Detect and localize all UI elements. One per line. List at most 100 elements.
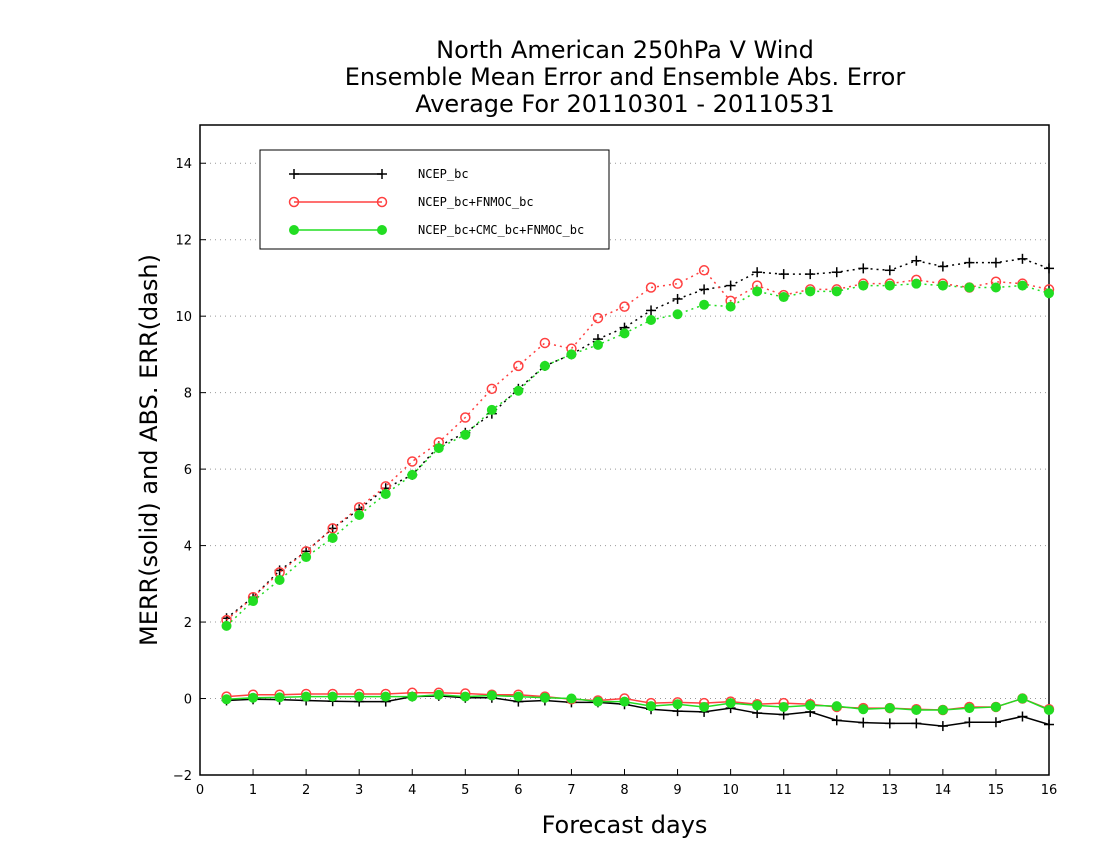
series-2-abs-err-point-12: [539, 360, 550, 371]
series-2-mean-err-point-23: [831, 701, 842, 712]
series-2-abs-err-point-13: [566, 349, 577, 360]
y-tick-label-2: 2: [184, 616, 192, 631]
series-1-abs-err-point-4: [327, 523, 338, 534]
series-2-abs-err-point-22: [805, 286, 816, 297]
series-2-abs-err-point-28: [964, 282, 975, 293]
legend-marker-left-2: [289, 225, 299, 235]
series-2-mean-err-point-4: [327, 691, 338, 702]
series-2-abs-err-point-10: [486, 404, 497, 415]
series-0-abs-err-point-26: [911, 255, 922, 266]
series-0-abs-err-point-21: [778, 269, 789, 280]
series-0: [221, 253, 1054, 732]
chart-title-line-3: Average For 20110301 - 20110531: [415, 90, 835, 118]
x-tick-label-6: 6: [514, 783, 522, 798]
series-2-mean-err-point-8: [433, 689, 444, 700]
legend-marker-left-0: [289, 169, 299, 179]
series-2-mean-err-point-12: [539, 692, 550, 703]
x-tick-label-11: 11: [775, 783, 792, 798]
x-tick-label-12: 12: [828, 783, 845, 798]
series-2-mean-err-point-25: [884, 703, 895, 714]
series-1-abs-err-point-16: [645, 282, 657, 293]
series-0-mean-err-point-31: [1044, 719, 1054, 730]
series-0-abs-err-point-23: [831, 267, 842, 278]
x-tick-label-5: 5: [461, 783, 469, 798]
x-tick-label-15: 15: [988, 783, 1005, 798]
series-1-abs-err-point-7: [407, 456, 418, 467]
series-2-mean-err-point-1: [248, 692, 259, 703]
series-2-mean-err-point-0: [221, 694, 232, 705]
y-tick-label-1: 0: [184, 693, 192, 708]
series-2-abs-err-point-20: [752, 286, 763, 297]
series-2-mean-err-point-27: [937, 705, 948, 715]
series-2-mean-err-point-7: [407, 691, 418, 702]
series-0-mean-err-point-25: [884, 718, 895, 729]
series-0-abs-err-point-20: [752, 267, 763, 278]
series-2-abs-err-point-15: [619, 328, 630, 339]
series-0-mean-err-point-30: [1017, 711, 1028, 722]
series-2-mean-err-point-18: [699, 701, 710, 712]
series-2-mean-err-point-31: [1044, 705, 1054, 715]
x-axis-label: Forecast days: [542, 811, 708, 839]
x-tick-label-0: 0: [196, 783, 204, 798]
y-tick-label-5: 8: [184, 387, 192, 402]
y-tick-label-4: 6: [184, 463, 192, 478]
x-tick-label-10: 10: [722, 783, 739, 798]
legend-marker-left-1: [288, 196, 300, 208]
series-1-abs-err-point-10: [486, 383, 498, 395]
series-2-mean-err-point-11: [513, 691, 524, 702]
series-0-abs-err-point-17: [672, 293, 683, 304]
series-2-abs-err-point-8: [433, 443, 444, 454]
series-0-abs-err-point-24: [858, 263, 869, 274]
series-0-abs-err-point-28: [964, 257, 975, 268]
y-tick-label-3: 4: [184, 540, 192, 555]
series-group: [221, 253, 1055, 732]
series-2-mean-err-point-26: [911, 705, 922, 715]
series-2-abs-err-point-30: [1017, 280, 1028, 291]
series-2-abs-err-point-24: [858, 280, 869, 291]
series-0-abs-err-point-31: [1044, 263, 1054, 274]
series-2-abs-err-point-23: [831, 286, 842, 297]
legend-label-0: NCEP_bc: [418, 167, 469, 181]
series-2-mean-err-point-19: [725, 698, 736, 709]
series-0-abs-err-point-16: [646, 305, 657, 316]
y-tick-label-7: 12: [175, 234, 192, 249]
series-0-mean-err-point-23: [831, 715, 842, 726]
series-0-abs-err-point-19: [725, 280, 736, 291]
series-2-mean-err-point-29: [990, 701, 1001, 712]
series-0-abs-err-line: [226, 258, 1050, 619]
series-2-mean-err-point-6: [380, 691, 391, 702]
series-0-abs-err-point-25: [884, 265, 895, 276]
series-0-mean-err-point-28: [964, 717, 975, 728]
series-1-abs-err-point-17: [672, 278, 683, 289]
legend-label-1: NCEP_bc+FNMOC_bc: [418, 195, 534, 209]
series-2-mean-err-point-14: [592, 696, 603, 707]
series-0-abs-err-point-30: [1017, 253, 1028, 264]
series-0-mean-err-point-29: [990, 717, 1001, 728]
series-2-mean-err-point-15: [619, 696, 630, 707]
series-2-mean-err-point-21: [778, 701, 789, 712]
series-2-mean-err-point-20: [752, 700, 763, 711]
series-2-abs-err-point-4: [327, 532, 338, 543]
legend-marker-right-0: [377, 169, 387, 179]
series-2-abs-err-point-5: [354, 510, 365, 520]
series-0-abs-err-point-18: [699, 284, 710, 295]
y-axis-label: MERR(solid) and ABS. ERR(dash): [135, 254, 163, 646]
chart-title-line-1: North American 250hPa V Wind: [436, 36, 814, 64]
x-tick-label-13: 13: [882, 783, 899, 798]
series-2-mean-err-point-24: [858, 704, 869, 715]
series-1-abs-err-point-14: [592, 312, 604, 324]
series-0-abs-err-point-29: [990, 257, 1001, 268]
x-tick-label-3: 3: [355, 783, 363, 798]
x-tick-label-1: 1: [249, 783, 257, 798]
series-2-abs-err-point-9: [460, 429, 471, 440]
series-0-abs-err-point-4: [327, 523, 338, 534]
series-0-abs-err-point-22: [805, 269, 816, 280]
series-2-abs-err-point-25: [884, 280, 895, 291]
series-2-mean-err-point-10: [486, 690, 497, 701]
x-tick-label-9: 9: [673, 783, 681, 798]
series-2-abs-err-point-2: [274, 575, 285, 585]
series-2-mean-err-point-5: [354, 691, 365, 702]
series-2-abs-err-point-7: [407, 469, 418, 480]
series-2-abs-err-point-17: [672, 309, 683, 320]
series-1: [221, 265, 1055, 716]
